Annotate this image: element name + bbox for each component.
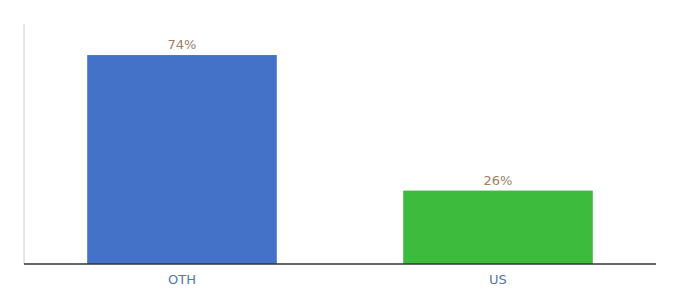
chart: OTH US 74% 26% xyxy=(0,0,680,300)
data-label: 26% xyxy=(484,173,513,188)
bars xyxy=(87,55,593,264)
chart-container: OTH US 74% 26% xyxy=(0,0,680,300)
data-label: 74% xyxy=(168,37,197,52)
bar xyxy=(87,55,277,264)
x-tick-label: OTH xyxy=(168,272,196,287)
x-axis-line xyxy=(24,263,656,265)
x-tick-label: US xyxy=(489,272,507,287)
y-axis-line xyxy=(24,24,25,264)
bar xyxy=(403,191,593,264)
